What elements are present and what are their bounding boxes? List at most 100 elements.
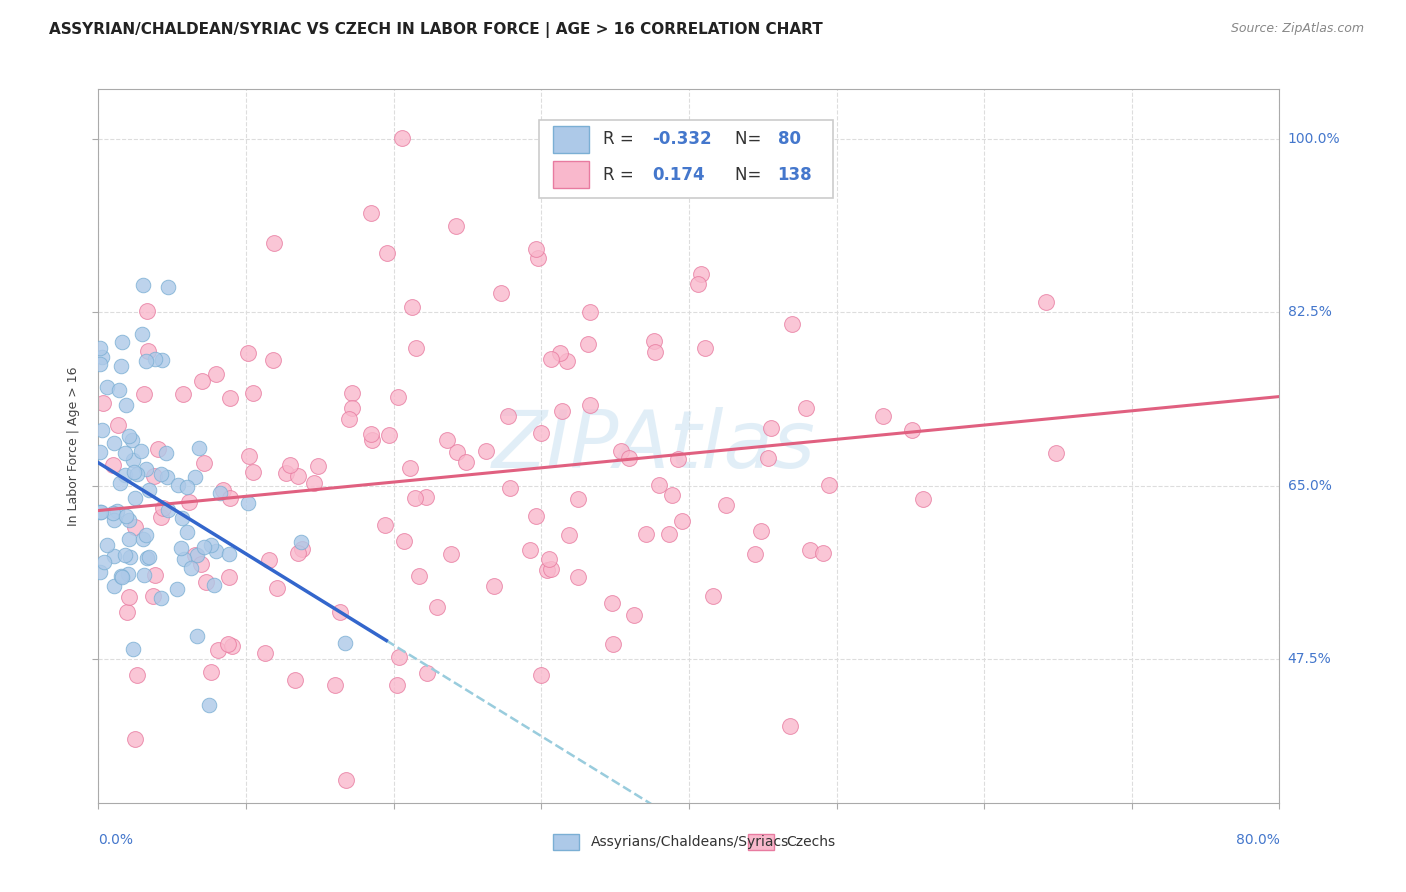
Point	[89, 357, 111, 371]
Point	[440, 547, 463, 561]
Point	[557, 354, 579, 368]
Point	[124, 465, 146, 479]
Point	[644, 344, 666, 359]
Point	[124, 520, 146, 534]
Point	[89, 565, 111, 579]
Point	[115, 398, 138, 412]
Point	[744, 548, 766, 562]
Point	[170, 541, 193, 556]
Point	[166, 478, 188, 492]
Point	[602, 596, 624, 610]
Point	[602, 637, 624, 651]
Point	[658, 526, 681, 541]
Point	[360, 433, 382, 447]
Point	[636, 527, 658, 541]
Point	[540, 351, 562, 366]
Point	[499, 481, 522, 495]
Point	[391, 131, 413, 145]
Point	[530, 667, 553, 681]
Point	[527, 251, 550, 265]
Point	[519, 543, 541, 558]
Point	[378, 427, 401, 442]
Text: ASSYRIAN/CHALDEAN/SYRIAC VS CZECH IN LABOR FORCE | AGE > 16 CORRELATION CHART: ASSYRIAN/CHALDEAN/SYRIAC VS CZECH IN LAB…	[49, 22, 823, 38]
Point	[142, 589, 165, 603]
Point	[132, 533, 155, 547]
Point	[124, 491, 146, 505]
Point	[150, 352, 173, 367]
Point	[623, 607, 645, 622]
Point	[96, 380, 118, 394]
Point	[794, 401, 817, 416]
Point	[101, 507, 124, 521]
Point	[124, 732, 146, 747]
Text: 138: 138	[778, 166, 813, 184]
Point	[263, 353, 285, 368]
Point	[135, 462, 157, 476]
Point	[193, 540, 215, 554]
Point	[111, 570, 134, 584]
Point	[329, 605, 352, 619]
Point	[257, 553, 280, 567]
Text: -0.332: -0.332	[652, 130, 711, 148]
Point	[176, 524, 198, 539]
Point	[132, 387, 155, 401]
Point	[340, 401, 363, 415]
Point	[287, 469, 309, 483]
FancyBboxPatch shape	[553, 161, 589, 188]
Point	[110, 359, 132, 374]
Point	[524, 242, 547, 256]
Point	[118, 513, 141, 527]
Point	[872, 409, 894, 423]
Point	[1045, 446, 1067, 460]
Point	[125, 668, 148, 682]
Point	[489, 285, 512, 300]
Point	[548, 346, 571, 360]
Point	[360, 205, 382, 219]
Point	[444, 219, 467, 233]
Point	[152, 501, 174, 516]
Point	[263, 236, 285, 251]
Point	[219, 491, 242, 505]
FancyBboxPatch shape	[553, 834, 579, 850]
Point	[217, 637, 239, 651]
Point	[436, 433, 458, 447]
Point	[180, 561, 202, 575]
Point	[138, 549, 160, 564]
Point	[385, 678, 408, 692]
Point	[127, 467, 149, 482]
Point	[89, 505, 111, 519]
Point	[610, 444, 633, 458]
Point	[132, 567, 155, 582]
Point	[558, 528, 581, 542]
Point	[335, 772, 357, 787]
Point	[219, 391, 242, 405]
Point	[702, 589, 724, 603]
Point	[166, 582, 188, 596]
Point	[287, 546, 309, 560]
Point	[200, 538, 222, 552]
Point	[187, 441, 209, 455]
Point	[172, 511, 194, 525]
Point	[156, 502, 179, 516]
Point	[221, 639, 243, 653]
Point	[138, 344, 160, 359]
Point	[90, 423, 112, 437]
Point	[110, 569, 132, 583]
Point	[218, 570, 240, 584]
Point	[155, 445, 177, 459]
Text: Source: ZipAtlas.com: Source: ZipAtlas.com	[1230, 22, 1364, 36]
Text: 80.0%: 80.0%	[1236, 833, 1279, 847]
Point	[156, 469, 179, 483]
Point	[191, 374, 214, 388]
Point	[202, 578, 225, 592]
Point	[426, 599, 449, 614]
Point	[236, 346, 259, 360]
Point	[111, 334, 134, 349]
Point	[143, 468, 166, 483]
Text: N=: N=	[735, 166, 766, 184]
Point	[103, 436, 125, 450]
Point	[648, 478, 671, 492]
Text: 82.5%: 82.5%	[1288, 305, 1331, 319]
Point	[714, 498, 737, 512]
Text: 65.0%: 65.0%	[1288, 479, 1331, 492]
